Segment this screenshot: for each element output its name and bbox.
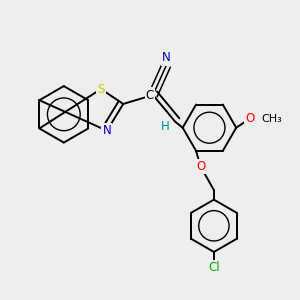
Text: N: N [103, 124, 111, 137]
Text: H: H [160, 120, 169, 133]
Text: Cl: Cl [208, 262, 220, 275]
Text: C: C [146, 88, 154, 101]
Text: O: O [196, 160, 205, 173]
Text: CH₃: CH₃ [262, 114, 282, 124]
Text: N: N [162, 51, 171, 64]
Text: O: O [245, 112, 254, 125]
Text: S: S [97, 82, 105, 96]
